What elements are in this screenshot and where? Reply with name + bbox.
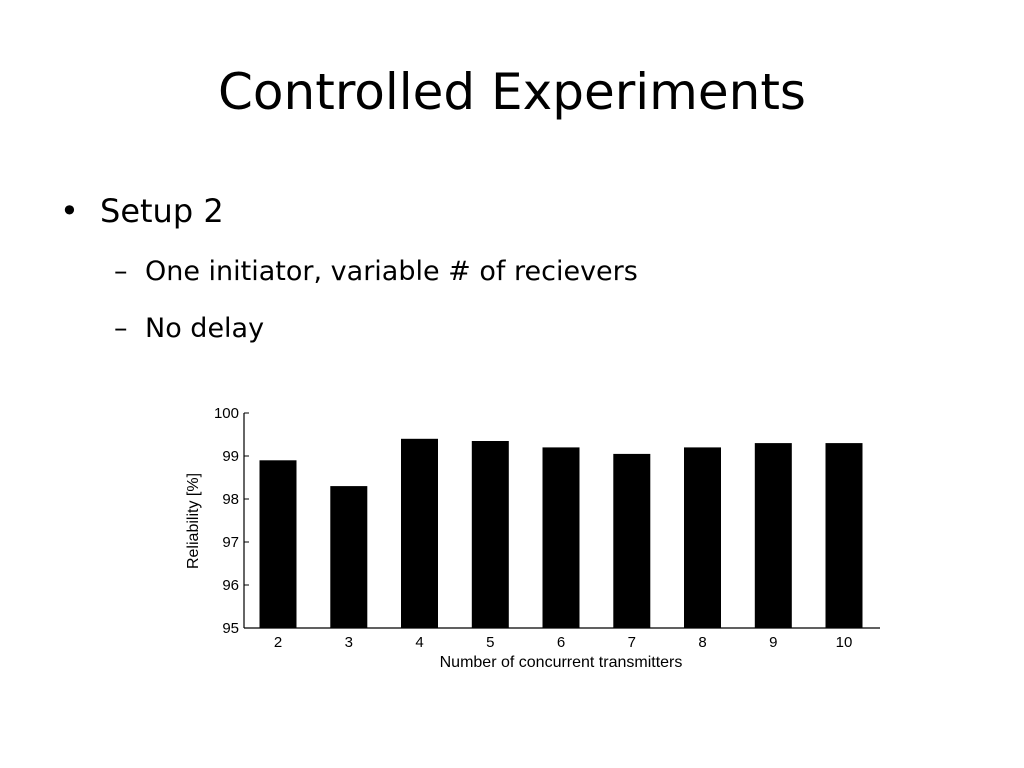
x-tick-label-5: 5 — [486, 634, 494, 651]
x-tick-label-6: 6 — [557, 634, 565, 651]
x-tick-label-9: 9 — [769, 634, 777, 651]
x-tick-label-8: 8 — [698, 634, 706, 651]
x-tick-label-10: 10 — [836, 634, 853, 651]
x-tick-label-7: 7 — [628, 634, 636, 651]
bar-3 — [330, 486, 368, 628]
bullet-marker: • — [60, 192, 79, 230]
bars-group — [259, 438, 863, 628]
subbullet-text: One initiator, variable # of recievers — [145, 256, 638, 287]
bullet-text: Setup 2 — [100, 192, 224, 230]
x-axis-label: Number of concurrent transmitters — [440, 654, 683, 671]
y-tick-label-100: 100 — [214, 405, 239, 422]
axes-group: 2 3 4 5 6 7 8 9 10 95 96 97 98 99 100 — [214, 405, 880, 651]
bar-4 — [401, 438, 438, 628]
bar-8 — [684, 447, 721, 628]
y-tick-label-97: 97 — [222, 534, 239, 551]
y-tick-label-95: 95 — [222, 620, 239, 637]
bar-2 — [259, 460, 297, 628]
bar-7 — [613, 453, 651, 628]
x-tick-label-2: 2 — [274, 634, 282, 651]
bar-5 — [471, 441, 509, 628]
y-tick-label-99: 99 — [222, 448, 239, 465]
slide-title: Controlled Experiments — [218, 63, 806, 121]
dash-marker: – — [114, 313, 128, 344]
y-tick-label-98: 98 — [222, 491, 239, 508]
subbullet-delay: – No delay — [114, 313, 264, 345]
y-tick-label-96: 96 — [222, 577, 239, 594]
bullet-setup: • Setup 2 — [60, 192, 224, 230]
y-axis-label: Reliability [%] — [185, 473, 202, 569]
bar-9 — [754, 443, 792, 628]
bar-6 — [542, 447, 580, 628]
x-tick-label-4: 4 — [415, 634, 423, 651]
x-tick-label-3: 3 — [345, 634, 353, 651]
subbullet-initiator: – One initiator, variable # of recievers — [114, 256, 638, 288]
subbullet-text: No delay — [145, 313, 265, 344]
bar-10 — [825, 443, 863, 628]
dash-marker: – — [114, 256, 128, 287]
